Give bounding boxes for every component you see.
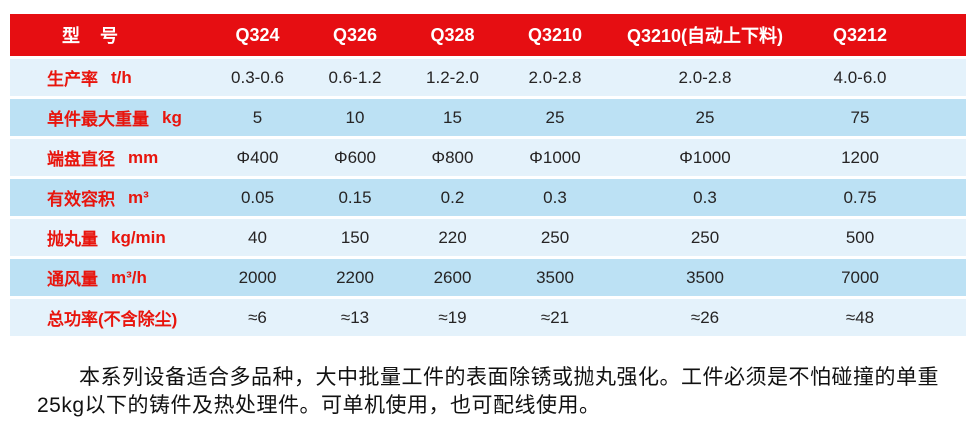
cell-value: 1200 bbox=[841, 147, 879, 167]
row-label-cell: 总功率(不含除尘) bbox=[10, 299, 210, 336]
cell-value: 0.15 bbox=[338, 187, 372, 207]
header-model-3: Q3210 bbox=[527, 24, 583, 45]
cell-value: 5 bbox=[252, 107, 263, 127]
cell-value: 2200 bbox=[336, 267, 374, 287]
cell-value: 25 bbox=[545, 107, 565, 127]
row-label-cell: 有效容积 m³ bbox=[10, 179, 210, 216]
cell-value: ≈6 bbox=[248, 307, 267, 327]
cell-value: 75 bbox=[850, 107, 870, 127]
table-header-row: 型 号 Q324 Q326 Q328 Q3210 Q3210(自动上下料) Q3212 bbox=[10, 14, 966, 56]
cell-value: 150 bbox=[340, 227, 370, 247]
header-model-4: Q3210(自动上下料) bbox=[626, 26, 784, 46]
row-unit: kg bbox=[162, 107, 182, 127]
cell-value: 7000 bbox=[841, 267, 879, 287]
cell-value: 10 bbox=[345, 107, 365, 127]
row-unit: t/h bbox=[111, 67, 132, 87]
description-paragraph: 本系列设备适合多品种，大中批量工件的表面除锈或抛丸强化。工件必须是不怕碰撞的单重… bbox=[37, 364, 967, 420]
row-unit: mm bbox=[128, 147, 159, 167]
cell-value: 500 bbox=[845, 227, 875, 247]
cell-value: 2.0-2.8 bbox=[528, 67, 582, 87]
header-model-label: 型 号 bbox=[62, 26, 119, 46]
cell-value: 2000 bbox=[238, 267, 277, 287]
cell-value: Φ1000 bbox=[679, 147, 731, 167]
cell-value: 2600 bbox=[433, 267, 472, 287]
cell-value: ≈13 bbox=[340, 307, 370, 327]
table-row: 单件最大重量 kg 5 10 15 25 25 75 bbox=[10, 99, 966, 136]
header-model-0: Q324 bbox=[235, 24, 280, 45]
row-label: 通风量 bbox=[47, 270, 98, 289]
cell-value: 250 bbox=[540, 227, 570, 247]
row-label-cell: 单件最大重量 kg bbox=[10, 99, 210, 136]
table-row: 总功率(不含除尘) ≈6 ≈13 ≈19 ≈21 ≈26 ≈48 bbox=[10, 299, 966, 336]
cell-value: 220 bbox=[438, 227, 467, 247]
table-row: 通风量 m³/h 2000 2200 2600 3500 3500 7000 bbox=[10, 259, 966, 296]
row-label-cell: 通风量 m³/h bbox=[10, 259, 210, 296]
cell-value: 0.3 bbox=[693, 187, 717, 207]
cell-value: 15 bbox=[443, 107, 462, 127]
row-label-cell: 生产率 t/h bbox=[10, 59, 210, 96]
table-row: 抛丸量 kg/min 40 150 220 250 250 500 bbox=[10, 219, 966, 256]
description-line-1: 本系列设备适合多品种，大中批量工件的表面除锈或抛丸强化。工件必须是不怕碰撞的单重 bbox=[79, 366, 939, 389]
cell-value: 0.6-1.2 bbox=[328, 67, 382, 87]
row-unit: m³ bbox=[128, 187, 149, 207]
cell-value: 0.3-0.6 bbox=[231, 67, 284, 87]
row-label: 单件最大重量 bbox=[47, 110, 149, 129]
header-model-2: Q328 bbox=[430, 24, 475, 45]
cell-value: 1.2-2.0 bbox=[426, 67, 479, 87]
cell-value: 3500 bbox=[536, 267, 574, 287]
cell-value: 3500 bbox=[686, 267, 724, 287]
cell-value: Φ400 bbox=[236, 147, 279, 167]
cell-value: 40 bbox=[248, 227, 267, 247]
header-model-5: Q3212 bbox=[832, 24, 888, 45]
row-label: 端盘直径 bbox=[47, 150, 115, 169]
row-label-cell: 端盘直径 mm bbox=[10, 139, 210, 176]
cell-value: 250 bbox=[690, 227, 720, 247]
cell-value: Φ1000 bbox=[529, 147, 581, 167]
cell-value: 4.0-6.0 bbox=[833, 67, 887, 87]
cell-value: 0.75 bbox=[843, 187, 877, 207]
row-label: 抛丸量 bbox=[47, 230, 98, 249]
cell-value: ≈26 bbox=[690, 307, 720, 327]
cell-value: 0.05 bbox=[240, 187, 275, 207]
cell-value: Φ600 bbox=[334, 147, 376, 167]
header-model-1: Q326 bbox=[332, 24, 378, 45]
cell-value: 0.3 bbox=[543, 187, 567, 207]
cell-value: 25 bbox=[695, 107, 715, 127]
table-row: 生产率 t/h 0.3-0.6 0.6-1.2 1.2-2.0 2.0-2.8 2.0-2.… bbox=[10, 59, 966, 96]
spec-table: 型 号 Q324 Q326 Q328 Q3210 Q3210(自动上下料) Q3212 生产… bbox=[10, 14, 966, 336]
cell-value: 0.2 bbox=[440, 187, 465, 207]
description-line-2: 25kg以下的铸件及热处理件。可单机使用，也可配线使用。 bbox=[37, 394, 601, 417]
row-unit: kg/min bbox=[111, 227, 166, 247]
row-label-cell: 抛丸量 kg/min bbox=[10, 219, 210, 256]
row-label: 有效容积 bbox=[47, 190, 115, 209]
table-row: 端盘直径 mm Φ400 Φ600 Φ800 Φ1000 Φ1000 1200 bbox=[10, 139, 966, 176]
row-label: 生产率 bbox=[47, 70, 98, 89]
cell-value: 2.0-2.8 bbox=[678, 67, 732, 87]
table-row: 有效容积 m³ 0.05 0.15 0.2 0.3 0.3 0.75 bbox=[10, 179, 966, 216]
row-label: 总功率(不含除尘) bbox=[47, 310, 178, 329]
row-unit: m³/h bbox=[111, 267, 147, 287]
cell-value: ≈21 bbox=[540, 307, 570, 327]
cell-value: ≈19 bbox=[438, 307, 467, 327]
cell-value: Φ800 bbox=[431, 147, 474, 167]
cell-value: ≈48 bbox=[845, 307, 875, 327]
table-body: 生产率 t/h 0.3-0.6 0.6-1.2 1.2-2.0 2.0-2.8 2.0-2.… bbox=[10, 59, 966, 336]
